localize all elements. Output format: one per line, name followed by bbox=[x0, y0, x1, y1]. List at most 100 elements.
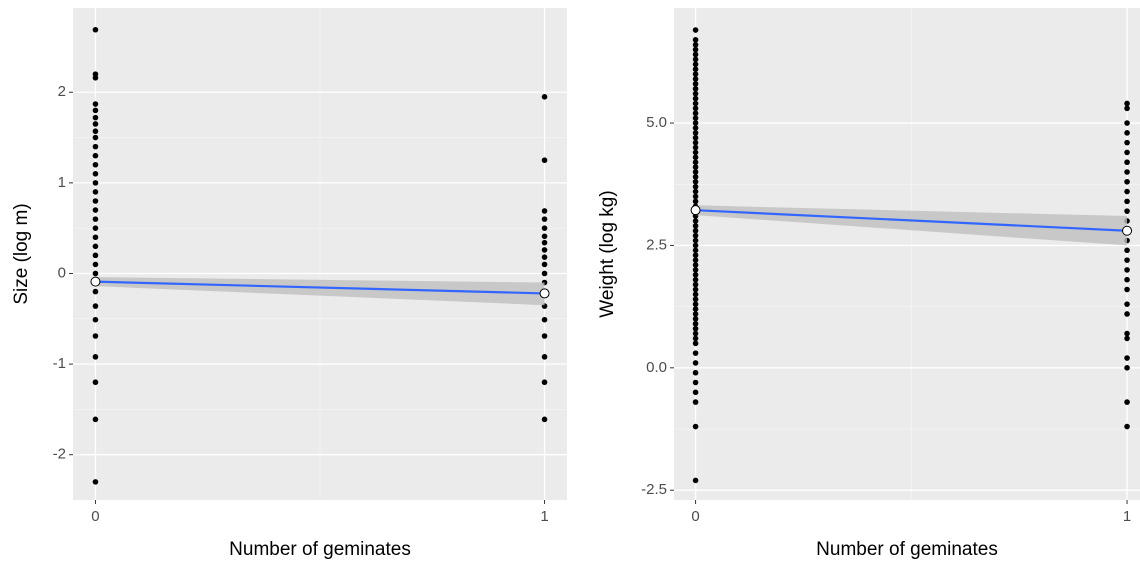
point bbox=[1124, 276, 1130, 283]
point bbox=[692, 252, 699, 259]
x-axis-title: Number of geminates bbox=[816, 539, 998, 560]
point bbox=[1124, 311, 1130, 317]
point bbox=[92, 121, 99, 127]
point bbox=[1124, 301, 1130, 307]
y-tick-label: -2.5 bbox=[641, 481, 667, 498]
point bbox=[692, 360, 699, 366]
point bbox=[692, 335, 699, 342]
point bbox=[92, 74, 99, 81]
point bbox=[692, 56, 699, 63]
point bbox=[692, 154, 699, 161]
point bbox=[692, 85, 699, 92]
x-tick-label: 1 bbox=[540, 508, 548, 525]
point bbox=[692, 76, 699, 82]
mean-point bbox=[539, 288, 550, 299]
y-tick-label: -1 bbox=[53, 355, 66, 372]
point bbox=[92, 416, 99, 423]
point bbox=[541, 239, 548, 246]
point bbox=[92, 234, 99, 241]
point bbox=[92, 143, 99, 150]
point bbox=[692, 134, 699, 141]
point bbox=[692, 399, 699, 405]
point bbox=[541, 93, 548, 100]
point bbox=[692, 178, 699, 185]
point bbox=[92, 161, 99, 168]
panel bbox=[674, 8, 1140, 500]
point bbox=[692, 183, 699, 190]
point bbox=[1124, 423, 1130, 430]
point bbox=[92, 379, 99, 386]
x-tick-label: 0 bbox=[691, 508, 699, 525]
point bbox=[692, 330, 699, 337]
point bbox=[541, 254, 548, 260]
point bbox=[541, 208, 548, 214]
point bbox=[92, 243, 99, 250]
point bbox=[541, 354, 548, 360]
point bbox=[692, 423, 699, 430]
point bbox=[692, 105, 699, 112]
point bbox=[692, 130, 699, 136]
point bbox=[541, 270, 548, 277]
point bbox=[692, 46, 699, 53]
x-axis-title: Number of geminates bbox=[229, 539, 411, 560]
fit-line bbox=[695, 209, 1128, 232]
point bbox=[692, 379, 699, 386]
y-tick-label: -2 bbox=[53, 446, 66, 463]
point bbox=[692, 311, 699, 317]
point bbox=[692, 120, 699, 126]
point bbox=[692, 223, 699, 229]
point bbox=[692, 316, 699, 322]
point bbox=[692, 144, 699, 151]
point bbox=[692, 281, 699, 288]
point bbox=[92, 288, 99, 295]
point bbox=[541, 316, 548, 323]
point bbox=[692, 232, 699, 239]
x-tick-label: 0 bbox=[91, 508, 99, 525]
y-tick-label: 0 bbox=[58, 264, 66, 281]
point bbox=[1124, 267, 1130, 273]
point bbox=[692, 306, 699, 312]
point bbox=[92, 270, 99, 277]
point bbox=[541, 233, 548, 240]
point bbox=[92, 26, 99, 33]
point bbox=[92, 198, 99, 204]
point bbox=[692, 139, 699, 146]
point bbox=[92, 479, 99, 485]
point bbox=[92, 252, 99, 259]
y-tick-label: 2 bbox=[58, 83, 66, 100]
point bbox=[692, 242, 699, 249]
point bbox=[692, 218, 699, 224]
point bbox=[1124, 159, 1130, 166]
point bbox=[92, 128, 99, 135]
point bbox=[92, 225, 99, 231]
point bbox=[1124, 286, 1130, 293]
point bbox=[692, 369, 699, 376]
point bbox=[692, 198, 699, 205]
point bbox=[92, 152, 99, 159]
y-tick-label: 0.0 bbox=[646, 359, 667, 376]
mean-point bbox=[1122, 225, 1133, 236]
point bbox=[1124, 100, 1130, 107]
point bbox=[1124, 330, 1130, 337]
point bbox=[1124, 120, 1130, 126]
point bbox=[692, 262, 699, 268]
point bbox=[1124, 365, 1130, 371]
point bbox=[692, 164, 699, 170]
point bbox=[692, 477, 699, 484]
point bbox=[92, 333, 99, 339]
point bbox=[541, 247, 548, 253]
point bbox=[1124, 178, 1130, 185]
point bbox=[92, 114, 99, 121]
point bbox=[1124, 208, 1130, 214]
point bbox=[92, 316, 99, 323]
point bbox=[692, 272, 699, 278]
point bbox=[692, 110, 699, 117]
point bbox=[692, 325, 699, 332]
point bbox=[541, 261, 548, 268]
point bbox=[541, 333, 548, 339]
point bbox=[692, 95, 699, 102]
point bbox=[692, 350, 699, 356]
point bbox=[692, 389, 699, 396]
point bbox=[692, 193, 699, 200]
